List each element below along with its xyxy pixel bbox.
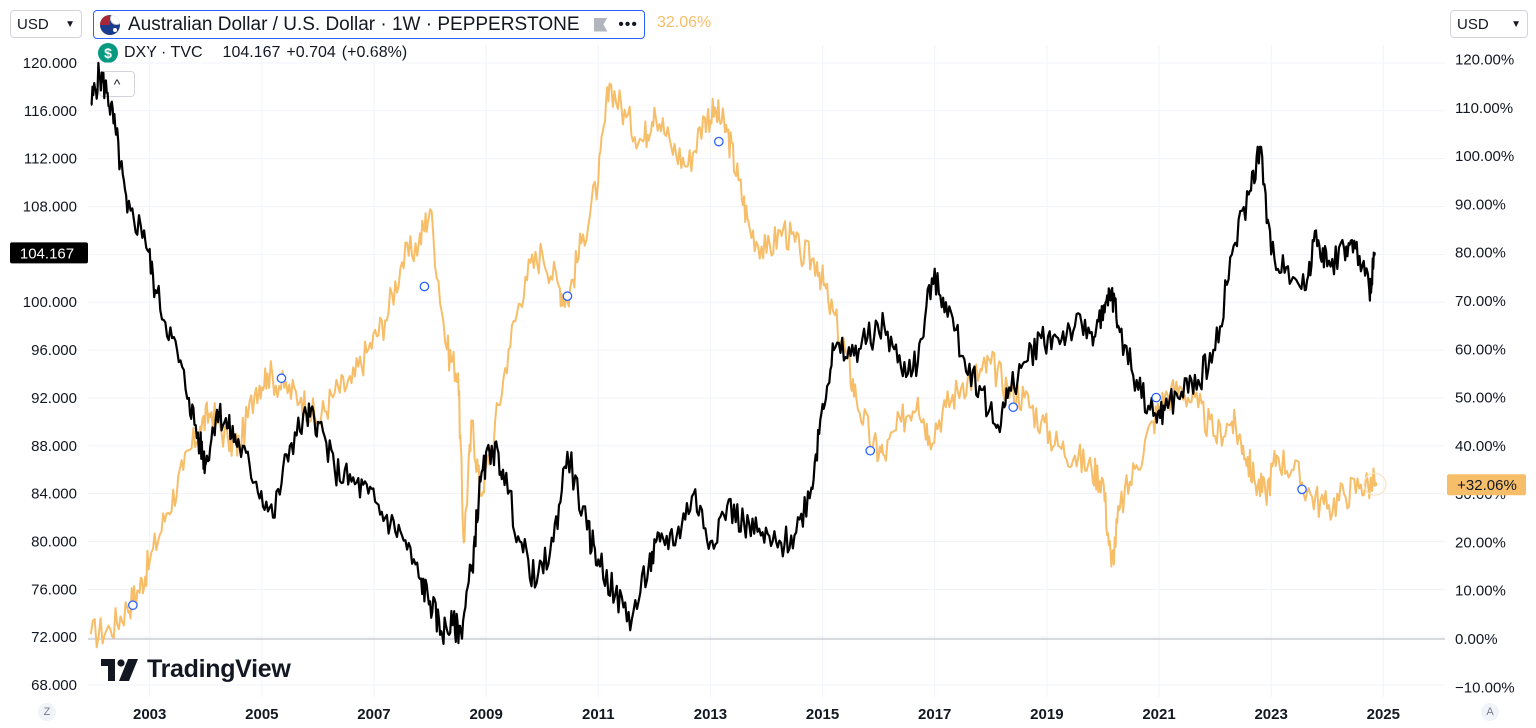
dxy-change: +0.704 — [286, 44, 336, 61]
chevron-up-icon: ^ — [113, 76, 121, 92]
symbol-legend[interactable]: Australian Dollar / U.S. Dollar · 1W · P… — [93, 10, 645, 39]
event-marker[interactable] — [1151, 392, 1162, 403]
left-axis-tick-label: 108.000 — [23, 199, 77, 216]
left-axis-tick-label: 92.000 — [31, 390, 77, 407]
dxy-price-badge — [10, 242, 88, 264]
time-axis-tick-label: 2003 — [133, 706, 166, 723]
right-axis-tick-label: 10.00% — [1455, 583, 1506, 600]
tradingview-logo[interactable]: TradingView — [101, 655, 291, 684]
left-axis-tick-label: 76.000 — [31, 581, 77, 598]
right-axis-tick-label: 70.00% — [1455, 293, 1506, 310]
dxy-legend[interactable]: $ DXY · TVC 104.167 +0.704 (+0.68%) — [98, 43, 407, 63]
left-axis-tick-label: 80.000 — [31, 533, 77, 550]
timezone-button[interactable]: Z — [38, 703, 56, 721]
left-axis-tick-label: 116.000 — [24, 103, 77, 120]
event-marker[interactable] — [713, 136, 724, 147]
right-axis-tick-label: 50.00% — [1455, 390, 1506, 407]
dxy-price-badge-label: 104.167 — [20, 245, 74, 262]
left-axis-tick-label: 88.000 — [31, 438, 77, 455]
time-axis-tick-label: 2013 — [694, 706, 727, 723]
right-axis-tick-label: 120.00% — [1455, 51, 1514, 68]
event-marker[interactable] — [1008, 402, 1019, 413]
left-axis-tick-label: 84.000 — [31, 486, 77, 503]
symbol-title: Australian Dollar / U.S. Dollar · 1W · P… — [128, 13, 580, 35]
dollar-icon: $ — [98, 43, 118, 63]
tradingview-logo-text: TradingView — [147, 655, 291, 683]
event-marker[interactable] — [1297, 484, 1307, 495]
right-currency-select[interactable]: USD ▼ — [1450, 10, 1528, 38]
dxy-last-price: 104.167 — [222, 44, 281, 61]
auto-scale-button[interactable]: A — [1481, 703, 1499, 721]
right-currency-label: USD — [1457, 15, 1489, 33]
percent-change-badge-label: +32.06% — [1457, 477, 1517, 494]
time-axis-tick-label: 2019 — [1030, 706, 1063, 723]
audusd-series-line[interactable] — [89, 82, 1376, 649]
right-axis-tick-label: 40.00% — [1455, 438, 1506, 455]
dxy-name: DXY · TVC — [124, 44, 203, 61]
chevron-down-icon: ▼ — [1511, 18, 1521, 30]
event-marker[interactable] — [865, 445, 876, 456]
time-axis-tick-label: 2011 — [582, 706, 615, 723]
left-axis-tick-label: 96.000 — [31, 342, 77, 359]
right-axis-tick-label: 90.00% — [1455, 196, 1506, 213]
left-axis-tick-label: 72.000 — [31, 629, 77, 646]
aud-usd-flag-icon — [100, 14, 120, 35]
left-currency-select[interactable]: USD ▼ — [10, 10, 82, 38]
time-axis-tick-label: 2021 — [1142, 706, 1175, 723]
event-marker[interactable] — [276, 373, 287, 384]
symbol-percent-change: 32.06% — [657, 14, 712, 31]
time-axis-tick-label: 2017 — [918, 706, 951, 723]
left-axis-tick-label: 100.000 — [23, 294, 77, 311]
chevron-down-icon: ▼ — [65, 18, 75, 30]
time-axis-tick-label: 2007 — [357, 706, 390, 723]
time-axis-tick-label: 2009 — [469, 706, 502, 723]
left-axis-tick-label: 68.000 — [31, 677, 77, 694]
tradingview-logo-icon — [101, 658, 138, 681]
right-axis-tick-label: 80.00% — [1455, 245, 1506, 262]
right-axis-tick-label: 0.00% — [1455, 631, 1498, 648]
last-value-pulse — [1363, 472, 1387, 496]
last-value-dot — [1372, 481, 1378, 487]
time-axis-tick-label: 2023 — [1254, 706, 1287, 723]
event-marker[interactable] — [419, 281, 430, 292]
right-axis-tick-label: 60.00% — [1455, 341, 1506, 358]
dxy-series-line[interactable] — [90, 61, 1376, 645]
left-axis-tick-label: 112.000 — [24, 151, 77, 168]
time-axis-tick-label: 2005 — [245, 706, 278, 723]
right-axis-tick-label: 110.00% — [1455, 100, 1513, 117]
time-axis-tick-label: 2015 — [806, 706, 839, 723]
event-marker[interactable] — [128, 600, 138, 611]
more-options-icon[interactable]: ••• — [618, 15, 638, 33]
right-axis-tick-label: 100.00% — [1455, 148, 1514, 165]
time-axis-tick-label: 2025 — [1367, 706, 1400, 723]
left-axis-tick-label: 120.000 — [23, 55, 77, 72]
left-currency-label: USD — [17, 15, 49, 33]
right-axis-tick-label: −10.00% — [1455, 679, 1515, 696]
flag-icon[interactable] — [593, 17, 608, 32]
percent-change-badge — [1447, 474, 1526, 496]
right-axis-tick-label: 20.00% — [1455, 534, 1506, 551]
event-marker[interactable] — [562, 291, 573, 301]
